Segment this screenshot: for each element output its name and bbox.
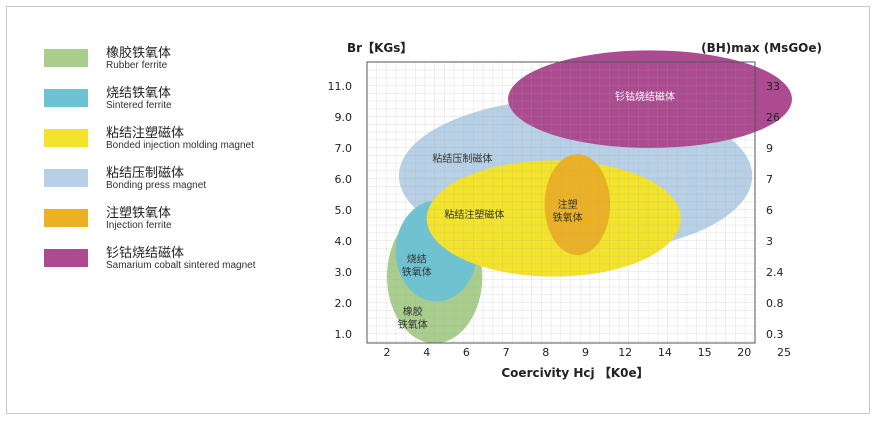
legend-label-en: Sintered ferrite (106, 100, 172, 111)
y2-axis-ticks: 0.3 0.8 2.4 3 6 7 9 26 33 (766, 80, 784, 341)
legend-item: 烧结铁氧体 Sintered ferrite (44, 80, 324, 116)
y2-tick-label: 33 (766, 80, 780, 93)
y2-tick-label: 6 (766, 204, 773, 217)
region-label: 橡胶铁氧体 (398, 305, 428, 331)
x-axis-label: Coercivity Hcj 【K0e】 (501, 365, 648, 380)
x-tick-label: 2 (384, 346, 391, 359)
y2-tick-label: 26 (766, 111, 780, 124)
y-tick-label: 1.0 (335, 328, 353, 341)
x-tick-label: 8 (542, 346, 549, 359)
legend-label-en: Bonded injection molding magnet (106, 140, 254, 151)
y-axis-ticks: 1.0 2.0 3.0 4.0 5.0 6.0 7.0 9.0 11.0 (328, 80, 353, 341)
region-ellipse (544, 154, 611, 255)
y2-tick-label: 0.3 (766, 328, 784, 341)
legend-label-zh: 烧结铁氧体 (106, 86, 172, 101)
y2-tick-label: 0.8 (766, 297, 784, 310)
legend-swatch (44, 129, 88, 147)
region-label: 粘结注塑磁体 (444, 208, 504, 221)
legend-label-zh: 粘结压制磁体 (106, 166, 185, 181)
y-tick-label: 4.0 (335, 235, 353, 248)
legend-swatch (44, 169, 88, 187)
region-label: 注塑铁氧体 (553, 198, 583, 224)
region-label: 钐钴烧结磁体 (615, 90, 675, 103)
x-tick-label: 7 (503, 346, 510, 359)
y-tick-label: 2.0 (335, 297, 353, 310)
legend-label-en: Samarium cobalt sintered magnet (106, 260, 256, 271)
legend-label-zh: 粘结注塑磁体 (106, 126, 185, 141)
plot-border (366, 61, 756, 344)
legend-swatch (44, 49, 88, 67)
y-tick-label: 11.0 (328, 80, 353, 93)
chart-regions (387, 50, 792, 344)
y-axis-label: Br【KGs】 (347, 40, 412, 55)
x-tick-label: 4 (423, 346, 430, 359)
y2-tick-label: 9 (766, 142, 773, 155)
y-tick-label: 6.0 (335, 173, 353, 186)
x-tick-label: 12 (618, 346, 632, 359)
x-tick-label: 14 (658, 346, 672, 359)
legend-item: 钐钴烧结磁体 Samarium cobalt sintered magnet (44, 240, 324, 276)
legend-swatch (44, 89, 88, 107)
legend-item: 粘结压制磁体 Bonding press magnet (44, 160, 324, 196)
x-tick-label: 9 (582, 346, 589, 359)
legend-item: 粘结注塑磁体 Bonded injection molding magnet (44, 120, 324, 156)
x-tick-label: 6 (463, 346, 470, 359)
legend-item: 橡胶铁氧体 Rubber ferrite (44, 40, 324, 76)
y2-tick-label: 2.4 (766, 266, 784, 279)
y-tick-label: 7.0 (335, 142, 353, 155)
legend-label-en: Rubber ferrite (106, 60, 168, 71)
legend-item: 注塑铁氧体 Injection ferrite (44, 200, 324, 236)
legend-label-zh: 橡胶铁氧体 (106, 46, 172, 61)
legend-label-zh: 注塑铁氧体 (106, 206, 172, 221)
region-label: 粘结压制磁体 (432, 152, 492, 165)
region-ellipse (508, 50, 792, 148)
legend-swatch (44, 249, 88, 267)
x-axis-ticks: 2 4 6 7 8 9 12 14 15 20 25 (384, 346, 792, 359)
x-tick-label: 15 (698, 346, 712, 359)
y2-axis-label: (BH)max (MsGOe) (701, 41, 822, 55)
y2-tick-label: 3 (766, 235, 773, 248)
region-label: 烧结铁氧体 (402, 252, 432, 278)
y-tick-label: 5.0 (335, 204, 353, 217)
x-tick-label: 20 (737, 346, 751, 359)
legend-swatch (44, 209, 88, 227)
legend-label-en: Bonding press magnet (106, 180, 207, 191)
y-tick-label: 3.0 (335, 266, 353, 279)
legend-label-en: Injection ferrite (106, 220, 172, 231)
plot-area (366, 61, 756, 344)
legend-label-zh: 钐钴烧结磁体 (106, 246, 185, 261)
x-tick-label: 25 (777, 346, 791, 359)
y-tick-label: 9.0 (335, 111, 353, 124)
chart-grid (367, 62, 756, 343)
y2-tick-label: 7 (766, 173, 773, 186)
